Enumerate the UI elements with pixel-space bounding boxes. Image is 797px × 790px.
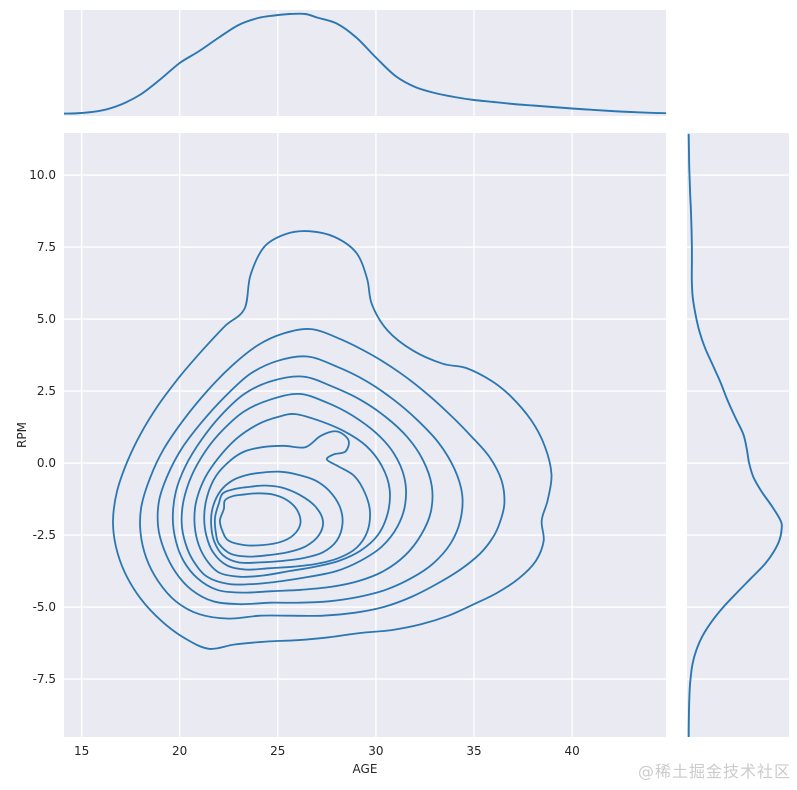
x-tick-label-35: 35 (466, 744, 482, 758)
x-tick-label-15: 15 (73, 744, 90, 758)
main-kde-contour-panel (64, 133, 666, 737)
kde-contour-level-7 (203, 430, 371, 571)
right-kde-curve (687, 133, 783, 737)
y-tick-label-7.5: 7.5 (36, 240, 56, 255)
watermark: @稀土掘金技术社区 (637, 762, 791, 781)
x-tick-label-40: 40 (564, 744, 580, 758)
right-marginal-kde-panel (687, 133, 789, 737)
top-marginal-kde-panel (64, 10, 666, 116)
y-tick-label-2.5: 2.5 (36, 384, 56, 399)
kde-contour-level-9 (213, 484, 324, 558)
kde-contour-level-8 (210, 470, 344, 564)
x-axis-label: AGE (352, 762, 378, 776)
kde-contour-level-10 (218, 492, 302, 547)
y-axis-label: RPM (15, 422, 29, 448)
kde-contour-level-5 (180, 392, 407, 586)
y-tick-label--7.5: -7.5 (32, 672, 56, 687)
x-tick-label-20: 20 (172, 744, 188, 758)
kde-contour-level-3 (156, 355, 464, 606)
x-tick-label-30: 30 (368, 744, 384, 758)
y-tick-label-10.0: 10.0 (29, 168, 56, 183)
main-kde-contour-svg (64, 133, 666, 737)
y-tick-label-0.0: 0.0 (36, 456, 56, 471)
y-tick-label-5.0: 5.0 (36, 312, 56, 327)
kde-contour-level-4 (171, 375, 434, 594)
top-kde-curve (64, 12, 666, 115)
right-marginal-kde-svg (687, 133, 789, 737)
y-tick-label--5.0: -5.0 (32, 600, 56, 615)
kde-contour-level-1 (112, 230, 553, 650)
x-tick-label-25: 25 (270, 744, 286, 758)
kde-contour-level-6 (193, 413, 391, 578)
y-tick-label--2.5: -2.5 (32, 528, 56, 543)
top-marginal-kde-svg (64, 10, 666, 116)
kde-contour-level-2 (139, 328, 506, 620)
